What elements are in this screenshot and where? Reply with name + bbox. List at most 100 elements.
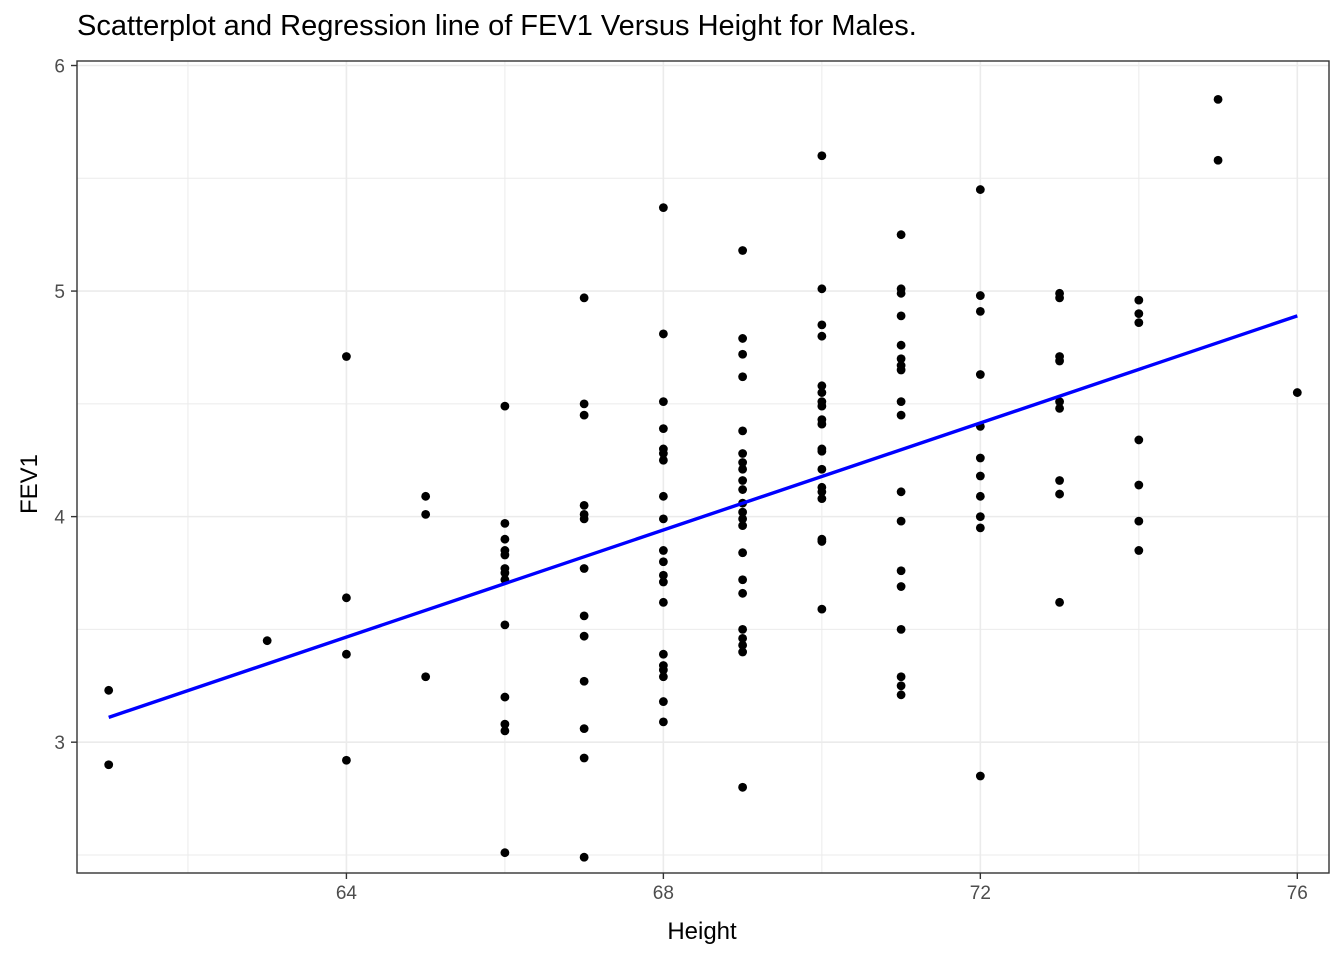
data-point bbox=[1055, 293, 1064, 303]
data-point bbox=[658, 557, 668, 567]
minor-grid bbox=[77, 61, 1329, 873]
data-point bbox=[104, 760, 114, 770]
x-tick-label: 68 bbox=[653, 883, 674, 904]
y-tick-label: 3 bbox=[54, 733, 65, 754]
data-point bbox=[500, 692, 510, 702]
data-point bbox=[896, 340, 906, 350]
data-point bbox=[738, 782, 748, 792]
data-point bbox=[896, 681, 906, 691]
data-point bbox=[738, 514, 748, 524]
data-point bbox=[500, 534, 510, 544]
major-grid bbox=[77, 61, 1329, 873]
data-point bbox=[975, 370, 985, 379]
data-point bbox=[975, 491, 985, 501]
data-point bbox=[817, 381, 827, 391]
data-point bbox=[975, 291, 985, 300]
data-point bbox=[817, 487, 827, 497]
data-point bbox=[896, 690, 906, 700]
data-point bbox=[658, 329, 668, 339]
data-point bbox=[658, 514, 668, 524]
data-point bbox=[500, 568, 510, 578]
data-point bbox=[896, 625, 906, 634]
data-point bbox=[975, 512, 985, 522]
data-point bbox=[975, 771, 985, 781]
data-point bbox=[738, 464, 748, 474]
data-point bbox=[1134, 318, 1144, 328]
data-point bbox=[738, 575, 748, 585]
data-point bbox=[817, 494, 827, 503]
x-tick-label: 72 bbox=[970, 883, 991, 904]
y-tick-label: 5 bbox=[54, 282, 65, 303]
data-point bbox=[1055, 476, 1064, 485]
data-point bbox=[658, 597, 668, 607]
data-point bbox=[1134, 435, 1144, 445]
data-point bbox=[658, 570, 668, 580]
data-point bbox=[1134, 309, 1144, 319]
data-point bbox=[1055, 397, 1064, 406]
data-point bbox=[262, 636, 272, 646]
data-point bbox=[500, 401, 510, 411]
data-point bbox=[817, 331, 827, 341]
data-point bbox=[1134, 480, 1144, 490]
data-point bbox=[896, 230, 906, 240]
data-point bbox=[738, 485, 748, 494]
data-point bbox=[579, 564, 589, 573]
data-point bbox=[1134, 516, 1144, 526]
data-point bbox=[896, 311, 906, 321]
data-point bbox=[738, 507, 748, 517]
data-point bbox=[1055, 597, 1064, 607]
data-point bbox=[500, 620, 510, 630]
x-axis-title: Height bbox=[667, 918, 737, 945]
data-point bbox=[817, 151, 827, 161]
data-point bbox=[579, 410, 589, 420]
regression-line-group bbox=[108, 314, 1298, 719]
data-point bbox=[738, 548, 748, 558]
data-point bbox=[817, 604, 827, 614]
data-point bbox=[579, 500, 589, 510]
data-point bbox=[817, 388, 827, 397]
data-point bbox=[658, 455, 668, 465]
data-point bbox=[738, 640, 748, 650]
data-point bbox=[738, 372, 748, 382]
data-point bbox=[658, 449, 668, 458]
data-point bbox=[817, 537, 827, 546]
data-point bbox=[896, 487, 906, 497]
data-point bbox=[975, 471, 985, 481]
data-point bbox=[738, 449, 748, 458]
data-point bbox=[342, 593, 351, 603]
data-point bbox=[579, 611, 589, 621]
data-point bbox=[500, 848, 510, 858]
data-point bbox=[817, 419, 827, 429]
data-point bbox=[896, 672, 906, 682]
data-point bbox=[658, 649, 668, 659]
panel-border bbox=[76, 60, 1330, 874]
data-point bbox=[500, 550, 510, 560]
regression-line bbox=[108, 314, 1298, 719]
data-point bbox=[738, 246, 748, 255]
data-point bbox=[817, 446, 827, 456]
data-point bbox=[579, 753, 589, 763]
data-point bbox=[896, 566, 906, 576]
data-point bbox=[1213, 94, 1223, 104]
data-point bbox=[738, 458, 748, 467]
data-point bbox=[658, 665, 668, 675]
data-point bbox=[342, 755, 351, 765]
data-point bbox=[738, 521, 748, 531]
axes-group: 64 68 72 76 3 4 5 6 bbox=[54, 57, 1307, 904]
data-point bbox=[658, 424, 668, 434]
data-point bbox=[579, 631, 589, 641]
data-point bbox=[1292, 388, 1302, 397]
y-tick-label: 6 bbox=[54, 57, 65, 78]
data-point bbox=[658, 203, 668, 213]
data-point bbox=[896, 397, 906, 406]
data-point bbox=[500, 719, 510, 729]
data-points bbox=[104, 94, 1302, 862]
data-point bbox=[738, 634, 748, 643]
data-point bbox=[817, 464, 827, 474]
data-point bbox=[658, 491, 668, 501]
data-point bbox=[342, 649, 351, 659]
chart-title: Scatterplot and Regression line of FEV1 … bbox=[77, 10, 917, 42]
data-point bbox=[579, 676, 589, 686]
data-point bbox=[658, 717, 668, 727]
